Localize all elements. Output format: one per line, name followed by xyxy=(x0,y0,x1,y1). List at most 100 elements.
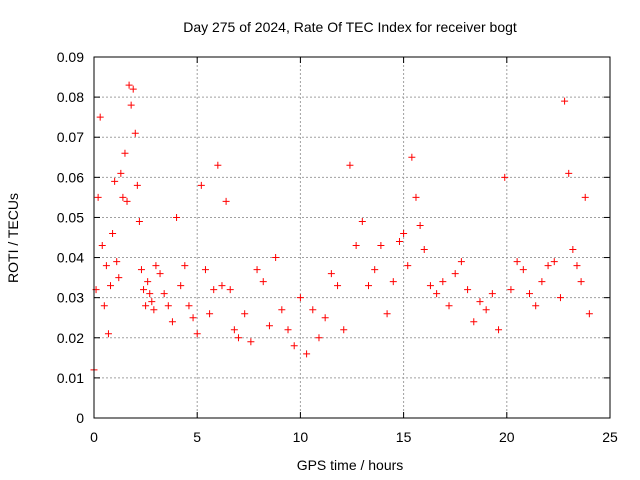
data-point xyxy=(296,294,304,302)
y-tick-label: 0.09 xyxy=(57,49,84,65)
y-tick-label: 0.05 xyxy=(57,209,84,225)
y-tick-label: 0.08 xyxy=(57,89,84,105)
data-point xyxy=(482,306,490,314)
data-point xyxy=(412,193,420,201)
data-point xyxy=(193,330,201,338)
y-axis-ticks: 0 0.01 0.02 0.03 0.04 0.05 0.06 0.07 0.08 0.09 xyxy=(57,49,610,426)
x-tick-label: 10 xyxy=(293,429,309,445)
data-point xyxy=(137,266,145,274)
y-axis-label: ROTI / TECUs xyxy=(5,193,21,283)
data-point xyxy=(133,181,141,189)
data-point xyxy=(222,197,230,205)
data-point xyxy=(160,290,168,298)
data-point xyxy=(416,221,424,229)
data-point xyxy=(259,278,267,286)
data-point xyxy=(117,169,125,177)
x-axis-label: GPS time / hours xyxy=(297,457,404,473)
y-tick-label: 0 xyxy=(76,410,84,426)
data-point xyxy=(201,266,209,274)
data-point xyxy=(526,290,534,298)
data-point xyxy=(247,338,255,346)
data-point xyxy=(309,306,317,314)
chart-title: Day 275 of 2024, Rate Of TEC Index for r… xyxy=(183,19,517,35)
data-point xyxy=(226,286,234,294)
y-tick-label: 0.03 xyxy=(57,290,84,306)
data-point xyxy=(321,314,329,322)
data-point xyxy=(278,306,286,314)
data-point xyxy=(100,302,108,310)
data-point xyxy=(290,342,298,350)
data-point xyxy=(569,246,577,254)
data-point xyxy=(173,213,181,221)
data-point xyxy=(109,229,117,237)
data-point xyxy=(253,266,261,274)
data-point xyxy=(507,286,515,294)
data-point xyxy=(189,314,197,322)
data-point xyxy=(573,262,581,270)
data-point xyxy=(556,294,564,302)
data-point xyxy=(148,298,156,306)
x-tick-label: 20 xyxy=(499,429,515,445)
data-point xyxy=(404,262,412,270)
data-point xyxy=(115,274,123,282)
data-point xyxy=(433,290,441,298)
data-point xyxy=(156,270,164,278)
data-point xyxy=(464,286,472,294)
x-axis-ticks: 0 5 10 15 20 25 xyxy=(90,57,618,445)
data-point xyxy=(400,229,408,237)
data-point xyxy=(476,298,484,306)
data-point xyxy=(104,330,112,338)
data-point xyxy=(185,302,193,310)
data-point xyxy=(123,197,131,205)
data-point xyxy=(550,258,558,266)
y-tick-label: 0.07 xyxy=(57,129,84,145)
data-point xyxy=(241,310,249,318)
data-point xyxy=(365,282,373,290)
data-point xyxy=(164,302,172,310)
data-point xyxy=(98,242,106,250)
data-point xyxy=(352,242,360,250)
data-point xyxy=(303,350,311,358)
x-tick-label: 5 xyxy=(193,429,201,445)
data-point xyxy=(544,262,552,270)
data-point xyxy=(214,161,222,169)
data-point xyxy=(371,266,379,274)
data-point xyxy=(94,193,102,201)
data-point xyxy=(315,334,323,342)
data-point xyxy=(131,129,139,137)
y-tick-label: 0.01 xyxy=(57,370,84,386)
x-tick-label: 15 xyxy=(396,429,412,445)
data-point xyxy=(121,149,129,157)
x-tick-label: 0 xyxy=(90,429,98,445)
data-point xyxy=(181,262,189,270)
data-point xyxy=(206,310,214,318)
data-point xyxy=(439,278,447,286)
data-point xyxy=(519,266,527,274)
data-point xyxy=(457,258,465,266)
data-point xyxy=(495,326,503,334)
data-point xyxy=(346,161,354,169)
data-point xyxy=(146,290,154,298)
data-point xyxy=(135,217,143,225)
data-point xyxy=(451,270,459,278)
data-point xyxy=(127,101,135,109)
data-point xyxy=(327,270,335,278)
data-point xyxy=(272,254,280,262)
data-point xyxy=(585,310,593,318)
data-points xyxy=(90,81,593,374)
data-point xyxy=(125,81,133,89)
data-point xyxy=(107,282,115,290)
data-point xyxy=(561,97,569,105)
data-point xyxy=(340,326,348,334)
data-point xyxy=(102,262,110,270)
data-point xyxy=(565,169,573,177)
data-point xyxy=(538,278,546,286)
data-point xyxy=(334,282,342,290)
data-point xyxy=(581,193,589,201)
data-point xyxy=(488,290,496,298)
data-point xyxy=(144,278,152,286)
data-point xyxy=(577,278,585,286)
data-point xyxy=(210,286,218,294)
data-point xyxy=(177,282,185,290)
